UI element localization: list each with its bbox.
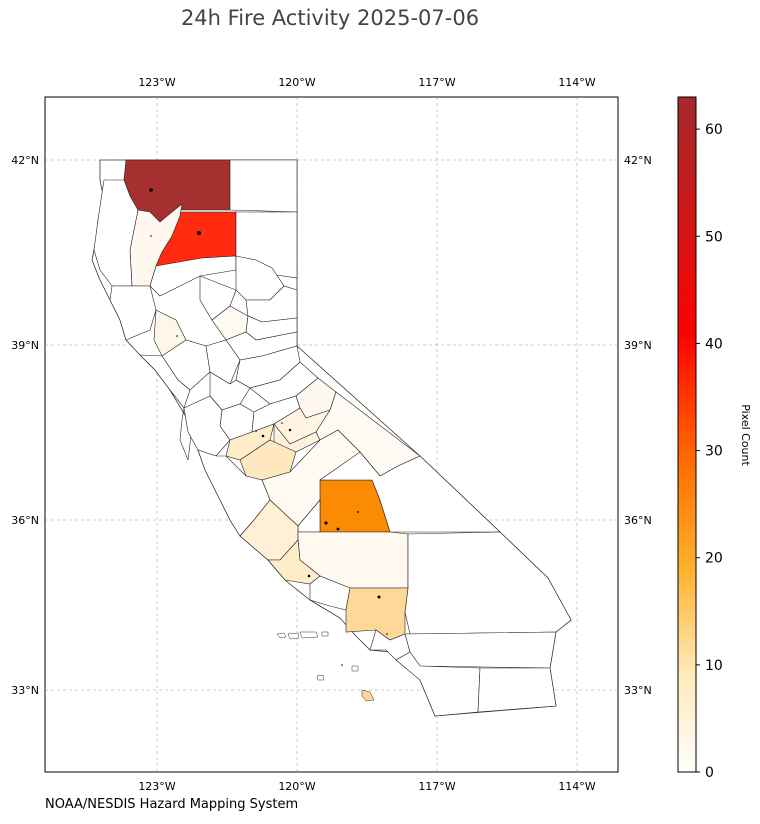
fire-point (281, 422, 283, 424)
source-credit: NOAA/NESDIS Hazard Mapping System (45, 797, 299, 812)
fire-point (255, 430, 257, 432)
fire-detection-points (149, 188, 388, 666)
fire-point (324, 521, 328, 525)
lon-tick-label-bottom: 117°W (418, 780, 455, 793)
axis-ticks: 123°W 123°W 120°W 120°W 117°W 117°W 114°W 114°W… (11, 76, 651, 793)
colorbar (677, 96, 697, 773)
channel-island-4 (321, 631, 329, 637)
county-inyo-south (319, 451, 501, 533)
lon-tick-label-bottom: 123°W (138, 780, 175, 793)
fire-point (386, 633, 388, 635)
colorbar-tick-label: 40 (705, 336, 723, 352)
lon-tick-label-top: 120°W (278, 76, 315, 89)
lon-tick-label-top: 123°W (138, 76, 175, 89)
lon-tick-label-top: 114°W (558, 76, 595, 89)
fire-point (261, 434, 265, 438)
channel-island-1 (276, 632, 287, 639)
lat-tick-label-left: 36°N (11, 514, 39, 527)
colorbar-tick-label: 50 (705, 229, 723, 245)
county-imperial (477, 667, 557, 713)
fire-point (176, 335, 178, 337)
colorbar-ticks: 0 10 20 30 40 50 60 (696, 122, 723, 781)
channel-island-catalina (361, 689, 375, 702)
fire-point (288, 428, 292, 432)
lon-tick-label-bottom: 114°W (558, 780, 595, 793)
county-marin-sf (169, 389, 193, 461)
lat-tick-label-right: 33°N (624, 684, 652, 697)
channel-island-2 (287, 632, 300, 640)
colorbar-label: Pixel Count (739, 404, 752, 466)
fire-point (341, 664, 343, 666)
lon-tick-label-bottom: 120°W (278, 780, 315, 793)
colorbar-tick-label: 20 (705, 551, 723, 567)
lat-tick-label-left: 42°N (11, 154, 39, 167)
lon-tick-label-top: 117°W (418, 76, 455, 89)
county-sonoma-napa (139, 354, 191, 409)
colorbar-tick-label: 10 (705, 658, 723, 674)
colorbar-tick-label: 60 (705, 122, 723, 138)
lat-tick-label-left: 39°N (11, 339, 39, 352)
county-santa-barbara (267, 539, 321, 585)
california-counties (91, 159, 572, 717)
fire-point (197, 231, 201, 235)
fire-point (150, 235, 152, 237)
fire-point (357, 511, 359, 513)
channel-island-5 (316, 674, 325, 681)
fire-point (336, 527, 340, 531)
fire-point (377, 595, 381, 599)
lat-tick-label-left: 33°N (11, 684, 39, 697)
fire-point (149, 188, 153, 192)
county-mendocino (109, 285, 157, 341)
colorbar-tick-label: 0 (705, 765, 714, 781)
lat-tick-label-right: 36°N (624, 514, 652, 527)
county-tehama (149, 255, 237, 297)
county-humboldt (93, 179, 139, 287)
colorbar-tick-label: 30 (705, 444, 723, 460)
channel-island-6 (351, 665, 359, 672)
map-title: 24h Fire Activity 2025-07-06 (180, 6, 480, 30)
county-riverside (404, 631, 557, 669)
channel-island-3 (299, 631, 319, 639)
fire-point (307, 574, 311, 578)
county-sutter-yolo (205, 339, 241, 385)
lat-tick-label-right: 39°N (624, 339, 652, 352)
lat-tick-label-right: 42°N (624, 154, 652, 167)
county-modoc (229, 159, 298, 213)
